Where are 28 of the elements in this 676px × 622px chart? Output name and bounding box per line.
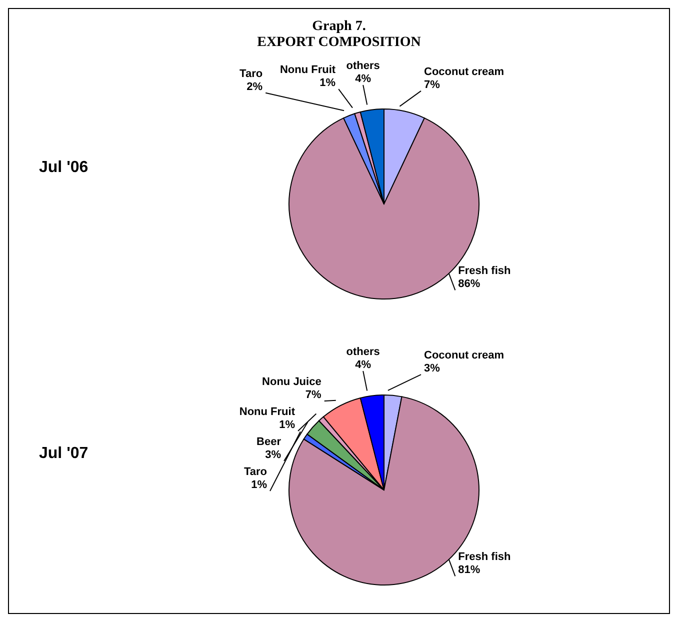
slice-label: Nonu Fruit: [280, 64, 336, 76]
slice-label: Coconut cream: [424, 66, 504, 78]
data-label: 1%: [251, 479, 268, 491]
data-label: 1%: [320, 77, 336, 90]
slice-label: Fresh fish: [458, 551, 512, 564]
chart-subtitle: EXPORT COMPOSITION: [256, 35, 422, 51]
data-label: 3%: [424, 362, 440, 375]
slice-label: Taro: [240, 68, 263, 80]
data-label: 4%: [355, 359, 372, 371]
data-label: 3%: [265, 449, 282, 461]
slice-label: Fresh fish: [458, 265, 512, 278]
text: Jul '06: [39, 159, 88, 177]
data-label: 4%: [355, 73, 372, 85]
text: Jul '07: [39, 445, 88, 463]
data-label: 7%: [424, 78, 440, 91]
chart-title: Graph 7.: [311, 19, 367, 35]
slice-label: Nonu Juice: [262, 376, 322, 388]
slice-label: Coconut cream: [424, 350, 504, 362]
data-label: 1%: [279, 419, 296, 431]
data-label: 81%: [458, 564, 480, 576]
data-label: 86%: [458, 278, 480, 290]
data-label: 2%: [246, 80, 263, 93]
data-label: 7%: [305, 389, 322, 401]
slice-label: Beer: [256, 436, 282, 448]
slice-label: others: [346, 60, 380, 72]
slice-label: Taro: [244, 466, 268, 478]
slice-label: others: [346, 346, 380, 358]
slice-label: Nonu Fruit: [239, 406, 296, 418]
